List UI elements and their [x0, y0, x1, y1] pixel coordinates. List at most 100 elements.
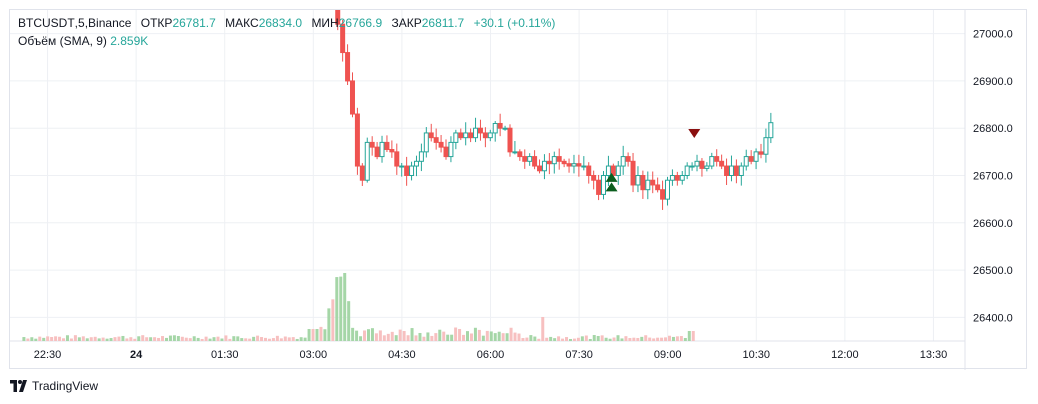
volume-bar-down [188, 338, 192, 341]
volume-bar-up [640, 336, 644, 341]
volume-bar-down [660, 337, 664, 341]
volume-bar-down [632, 337, 636, 341]
candle-up [512, 151, 518, 154]
candles [335, 10, 774, 210]
volume-bar-down [469, 333, 473, 341]
tradingview-logo-icon [10, 380, 27, 392]
candle-up [453, 132, 459, 143]
candle-down [586, 165, 592, 177]
candle-up [601, 175, 607, 195]
volume-bar-down [442, 331, 446, 341]
candle-up [645, 179, 651, 191]
tradingview-branding[interactable]: TradingView [10, 378, 98, 394]
volume-bar-down [113, 337, 117, 341]
volume-bar-down [386, 333, 390, 341]
volume-bar-up [596, 335, 600, 341]
volume-bar-down [667, 335, 671, 341]
volume-bar-up [438, 329, 442, 341]
volume-bar-down [133, 338, 137, 341]
volume-bar-down [382, 335, 386, 341]
volume-bar-down [271, 338, 275, 341]
volume-bar-down [62, 338, 66, 341]
volume-bar-down [311, 329, 315, 341]
ohlc-legend: BTCUSDT, 5, Binance ОТКР26781.7 МАКС2683… [18, 16, 556, 30]
volume-bar-up [65, 335, 69, 341]
volume-bar-down [319, 326, 323, 341]
volume-bar-down [648, 337, 652, 341]
volume-bar-up [323, 329, 327, 341]
volume-bar-down [331, 299, 335, 341]
volume-bar-up [426, 332, 430, 341]
candle-down [699, 160, 705, 169]
volume-bar-up [168, 335, 172, 341]
candle-up [492, 122, 498, 134]
candle-down [369, 141, 375, 148]
price-chart[interactable]: 27000.0 26900.0 26800.0 26700.0 26600.0 26500… [10, 10, 1028, 370]
legend-low-label: МИН [311, 16, 339, 30]
candle-down [507, 127, 513, 153]
volume-bar-down [374, 333, 378, 341]
volume-bar-up [370, 328, 374, 341]
volume-bar-up [616, 335, 620, 341]
volume-bar-up [34, 338, 38, 341]
time-tick-label: 07:30 [565, 349, 593, 361]
candle-down [630, 160, 636, 186]
volume-bar-up [240, 338, 244, 341]
volume-bar-up [303, 337, 307, 341]
volume-bar-down [46, 336, 50, 341]
volume-bar-up [553, 338, 557, 341]
volume-bar-down [93, 336, 97, 341]
candle-down [522, 156, 528, 162]
volume-bar-up [473, 327, 477, 341]
volume-bar-up [418, 332, 422, 341]
time-tick-label: 04:30 [388, 349, 416, 361]
volume-bar-down [541, 317, 545, 341]
volume-bar-up [592, 335, 596, 341]
candle-down [394, 151, 400, 167]
volume-bar-up [196, 337, 200, 341]
candle-down [640, 175, 646, 191]
candle-up [423, 132, 429, 153]
volume-bar-up [366, 329, 370, 341]
price-tick-label: 26600.0 [973, 218, 1013, 230]
volume-bar-down [509, 327, 513, 341]
volume-bar-down [513, 332, 517, 341]
legend-high-label: МАКС [225, 16, 259, 30]
volume-bar-down [279, 338, 283, 341]
chart-frame[interactable]: 27000.0 26900.0 26800.0 26700.0 26600.0 26500… [9, 9, 1028, 370]
volume-bar-down [153, 337, 157, 341]
volume-bar-down [430, 335, 434, 341]
candle-down [733, 165, 739, 177]
legend-exchange: Binance [88, 16, 132, 30]
volume-bar-down [398, 329, 402, 341]
volume-bar-down [434, 333, 438, 341]
candle-up [743, 156, 749, 167]
candle-up [571, 163, 577, 167]
volume-bar-down [652, 338, 656, 341]
volume-bar-down [462, 334, 466, 341]
volume-bar-down [26, 338, 30, 341]
sell-marker-icon [688, 128, 701, 138]
volume-legend: Объём (SMA, 9) 2.859K [18, 34, 148, 48]
volume-bar-up [295, 338, 299, 341]
legend-interval: 5 [78, 16, 85, 30]
volume-bar-up [339, 276, 343, 341]
candle-up [418, 151, 424, 162]
candle-down [384, 141, 390, 150]
volume-bar-up [327, 308, 331, 341]
volume-bar-down [454, 327, 458, 341]
volume-bar-up [355, 330, 359, 341]
volume-bar-down [69, 338, 73, 341]
buy-marker-icon [605, 182, 618, 192]
candle-up [448, 141, 454, 158]
volume-bar-down [283, 336, 287, 341]
volume-bar-down [89, 337, 93, 341]
volume-bar-down [101, 337, 105, 341]
volume-bar-down [184, 337, 188, 341]
volume-bar-down [50, 337, 54, 341]
candle-up [753, 151, 759, 162]
volume-bar-down [402, 331, 406, 341]
volume-bar-up [351, 327, 355, 341]
legend-close-value: 26811.7 [421, 16, 465, 30]
